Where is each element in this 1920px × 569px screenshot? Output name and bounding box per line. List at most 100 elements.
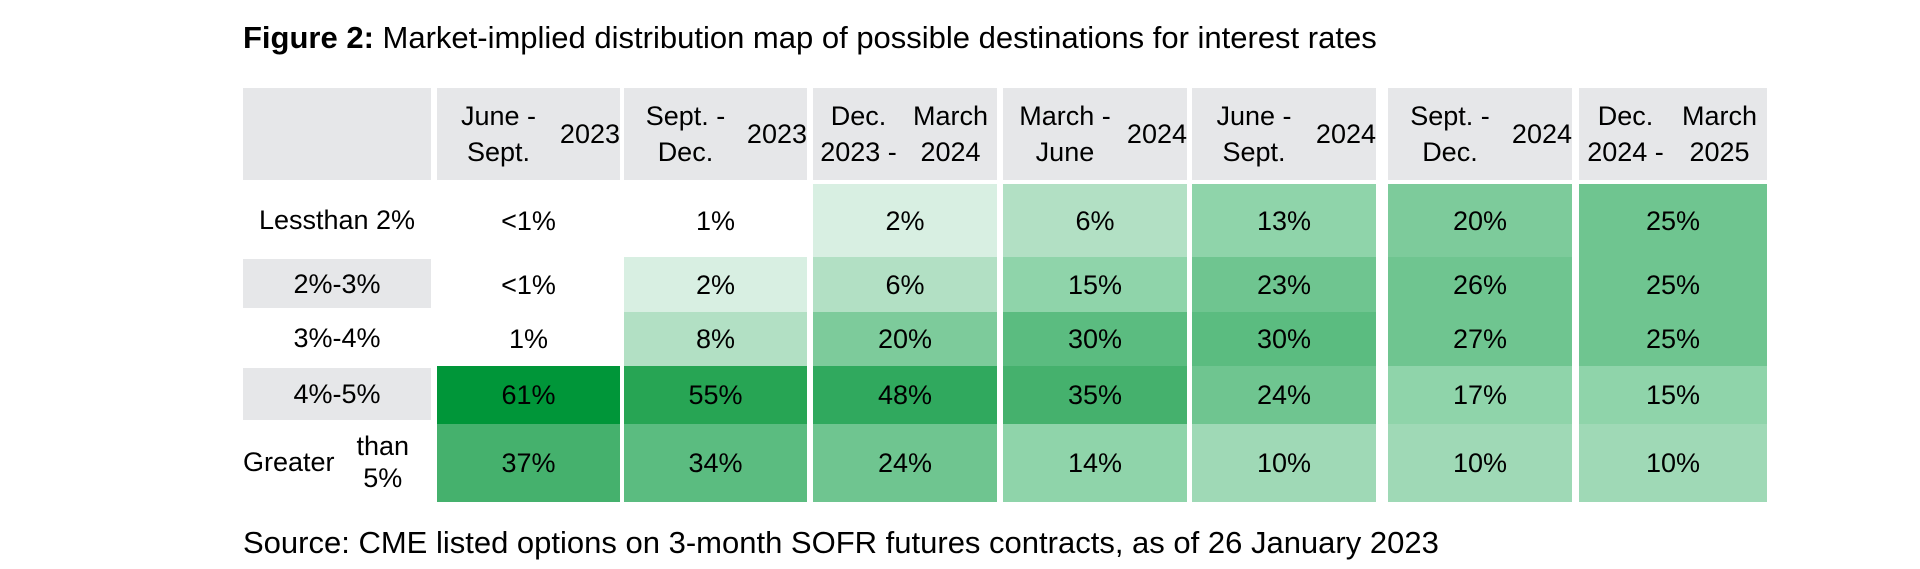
heatmap-cell: 24% [1192,366,1376,424]
heatmap-cell: 23% [1192,257,1376,312]
cell-value-label: 25% [1645,205,1701,236]
cell-value-label: 35% [1067,380,1123,410]
heatmap-cell: 30% [1192,312,1376,366]
heatmap-cell: 6% [1003,184,1187,257]
cell-text-line: 3%-4% [293,323,381,353]
cell-text-line: Sept. - Dec. [1410,101,1490,167]
column-header: Dec. 2024 - March 2025 [1579,88,1767,180]
cell-value-label: 25% [1645,269,1701,300]
cell-text-line: March 2025 [1681,101,1757,167]
row-label: 4%-5% [243,368,431,420]
cell-value-label: 8% [695,324,736,354]
heatmap-cell: 35% [1003,366,1187,424]
cell-value-label: 20% [877,324,933,354]
cell-text-line: than 2% [315,204,416,235]
cell-text-line: Dec. 2023 - [820,101,897,167]
cell-text-line: March 2024 [913,101,989,167]
cell-value-label: 6% [1075,205,1115,236]
cell-value-label: 14% [1067,448,1123,478]
cell-text-line: 2%-3% [293,268,381,299]
cell-value-label: 55% [688,380,743,410]
cell-value-label: 30% [1256,324,1312,354]
cell-value-label: 2% [695,269,736,300]
cell-text-line: 2023 [746,119,807,149]
heatmap-cell: 25% [1579,184,1767,257]
cell-text-line: March - June [1019,101,1111,167]
cell-value-label: 2% [885,205,925,236]
heatmap-cell: 37% [437,424,620,502]
cell-text-line: than 5% [356,431,410,493]
cell-value-label: 48% [877,380,933,410]
cell-value-label: 13% [1256,205,1312,236]
cell-value-label: 20% [1452,205,1508,236]
heatmap-cell: 48% [813,366,997,424]
cell-text-line: 2023 [559,119,620,149]
cell-value-label: 37% [501,448,556,478]
corner-cell [243,88,431,180]
heatmap-cell: 2% [624,257,807,312]
cell-text-line: 2024 [1511,119,1572,149]
heatmap-cell: 10% [1192,424,1376,502]
heatmap-cell: 1% [437,312,620,366]
figure-title-text: Market-implied distribution map of possi… [373,20,1377,55]
row-label: Less than 2% [243,186,431,253]
heatmap-cell: 14% [1003,424,1187,502]
column-header: June - Sept. 2024 [1192,88,1376,180]
cell-value-label: 25% [1645,324,1701,354]
cell-value-label: 30% [1067,324,1123,354]
heatmap-cell: 27% [1388,312,1572,366]
row-label: 3%-4% [243,314,431,362]
heatmap-cell: 8% [624,312,807,366]
heatmap-cell: 15% [1003,257,1187,312]
heatmap-cell: <1% [437,184,620,257]
heatmap-cell: 55% [624,366,807,424]
cell-value-label: 61% [501,380,556,410]
cell-value-label: 34% [688,448,743,478]
cell-value-label: 15% [1067,269,1123,300]
heatmap-cell: 61% [437,366,620,424]
cell-text-line: Dec. 2024 - [1587,101,1664,167]
column-header: Sept. - Dec. 2024 [1388,88,1572,180]
figure-label: Figure 2: [243,20,374,55]
heatmap-cell: 13% [1192,184,1376,257]
column-header: Dec. 2023 - March 2024 [813,88,997,180]
cell-text-line: June - Sept. [1216,101,1292,167]
cell-value-label: 10% [1452,448,1508,478]
cell-value-label: 1% [695,205,736,236]
heatmap-cell: 25% [1579,312,1767,366]
cell-text-line: 2024 [1126,119,1187,149]
heatmap-cell: 24% [813,424,997,502]
cell-text-line: 4%-5% [293,379,381,409]
cell-value-label: 1% [508,324,549,354]
heatmap-cell: 26% [1388,257,1572,312]
cell-value-label: 24% [1256,380,1312,410]
cell-value-label: 10% [1645,448,1701,478]
cell-text-line: Greater [243,447,335,477]
heatmap-cell: 25% [1579,257,1767,312]
cell-value-label: 24% [877,448,933,478]
heatmap-cell: 30% [1003,312,1187,366]
heatmap-cell: 15% [1579,366,1767,424]
cell-text-line: June - Sept. [460,101,536,167]
heatmap-cell: 1% [624,184,807,257]
cell-value-label: 10% [1256,448,1312,478]
figure-title: Figure 2: Market-implied distribution ma… [243,18,1377,58]
heatmap-cell: 10% [1579,424,1767,502]
column-header: June - Sept. 2023 [437,88,620,180]
column-header: March - June 2024 [1003,88,1187,180]
heatmap-cell: 34% [624,424,807,502]
source-note: Source: CME listed options on 3-month SO… [243,525,1439,560]
cell-text-line: Less [258,204,316,235]
cell-value-label: 15% [1645,380,1701,410]
heatmap-cell: 20% [813,312,997,366]
cell-value-label: <1% [501,269,556,300]
heatmap-cell: 17% [1388,366,1572,424]
column-header: Sept. - Dec. 2023 [624,88,807,180]
heatmap-cell: 20% [1388,184,1572,257]
heatmap-cell: 6% [813,257,997,312]
cell-text-line: Sept. - Dec. [645,101,726,167]
cell-value-label: 6% [885,269,925,300]
cell-value-label: 17% [1452,380,1508,410]
cell-text-line: 2024 [1315,119,1376,149]
